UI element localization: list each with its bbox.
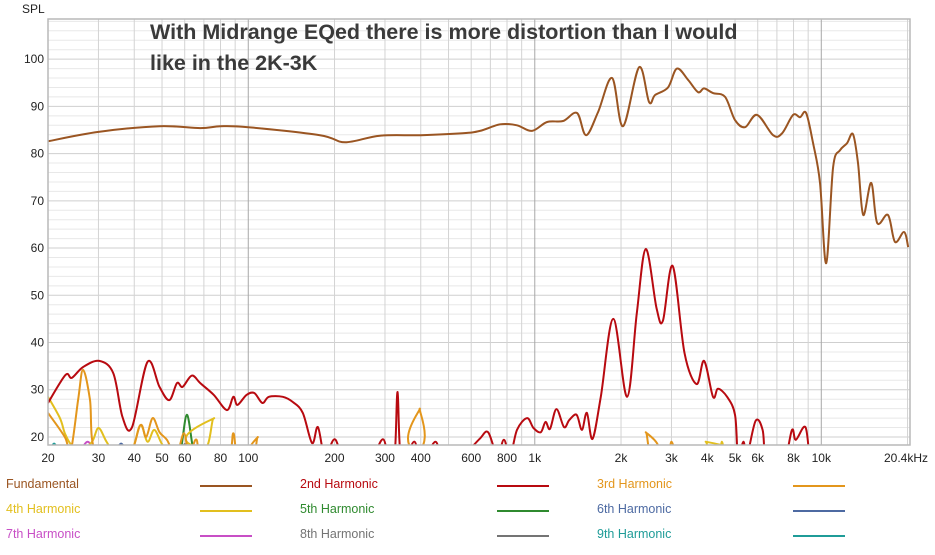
y-tick-label: 50 [31, 288, 45, 302]
y-tick-label: 60 [31, 241, 45, 255]
x-tick-label: 60 [178, 451, 192, 465]
x-tick-label: 80 [214, 451, 228, 465]
series-2nd-harmonic [48, 247, 810, 445]
x-tick-label: 8k [787, 451, 801, 465]
legend-item-3rd-harmonic[interactable]: 3rd Harmonic [0, 474, 935, 496]
legend-label: 7th Harmonic [6, 527, 81, 541]
y-tick-label: 100 [24, 52, 44, 66]
legend-swatch [793, 510, 845, 512]
legend-swatch [497, 485, 549, 487]
series-fundamental [48, 66, 910, 265]
grid [48, 19, 910, 445]
x-tick-label: 4k [701, 451, 715, 465]
x-tick-label: 2k [615, 451, 629, 465]
x-tick-label: 1k [528, 451, 542, 465]
chart-title-line-2: like in the 2K-3K [150, 51, 318, 75]
legend-item-fundamental[interactable]: Fundamental [0, 474, 935, 496]
legend-swatch [497, 535, 549, 537]
y-tick-label: 30 [31, 383, 45, 397]
x-tick-label: 300 [375, 451, 395, 465]
legend-label: 8th Harmonic [300, 527, 375, 541]
chart-title-line-1: With Midrange EQed there is more distort… [150, 20, 738, 44]
legend-item-2nd-harmonic[interactable]: 2nd Harmonic [0, 474, 935, 496]
legend-swatch [497, 510, 549, 512]
series-5th-harmonic [180, 413, 194, 445]
x-tick-label: 40 [128, 451, 142, 465]
legend-swatch [200, 485, 252, 487]
y-tick-label: 70 [31, 194, 45, 208]
distortion-chart: 20 30 40 50 60 70 80 90 100 20 30 40 50 60 80 100 200 30… [22, 2, 928, 465]
legend-label: 4th Harmonic [6, 502, 81, 516]
legend-label: 5th Harmonic [300, 502, 375, 516]
plot-frame [47, 18, 911, 446]
y-tick-label: 20 [31, 430, 45, 444]
legend-swatch [200, 535, 252, 537]
x-tick-label: 20.4kHz [884, 451, 928, 465]
legend-item-9th-harmonic[interactable]: 9th Harmonic [0, 524, 935, 546]
series-8th-harmonic [182, 443, 187, 445]
y-axis-label: SPL [22, 2, 45, 16]
x-tick-label: 30 [92, 451, 106, 465]
legend-item-6th-harmonic[interactable]: 6th Harmonic [0, 499, 935, 521]
legend-label: 2nd Harmonic [300, 477, 378, 491]
y-tick-label: 80 [31, 147, 45, 161]
legend-label: 3rd Harmonic [597, 477, 673, 491]
series-curves [48, 66, 910, 445]
series-4th-harmonic [48, 396, 726, 445]
x-tick-label: 800 [497, 451, 517, 465]
x-tick-label: 20 [41, 451, 55, 465]
legend-item-5th-harmonic[interactable]: 5th Harmonic [0, 499, 935, 521]
x-axis-ticks: 20 30 40 50 60 80 100 200 300 400 600 800 1k 2k 3k 4k 5k… [41, 451, 928, 465]
x-tick-label: 200 [324, 451, 344, 465]
x-tick-label: 50 [155, 451, 169, 465]
y-tick-label: 90 [31, 99, 45, 113]
x-tick-label: 6k [751, 451, 765, 465]
y-tick-label: 40 [31, 336, 45, 350]
series-9th-harmonic [51, 442, 57, 445]
legend-swatch [200, 510, 252, 512]
x-tick-label: 400 [411, 451, 431, 465]
legend-label: 6th Harmonic [597, 502, 672, 516]
legend-item-4th-harmonic[interactable]: 4th Harmonic [0, 499, 935, 521]
x-tick-label: 10k [812, 451, 832, 465]
legend-swatch [793, 535, 845, 537]
legend-item-8th-harmonic[interactable]: 8th Harmonic [0, 524, 935, 546]
legend-label: Fundamental [6, 477, 79, 491]
series-6th-harmonic [118, 442, 124, 445]
x-tick-label: 600 [461, 451, 481, 465]
legend: Fundamental 2nd Harmonic 3rd Harmonic 4th H… [0, 474, 935, 554]
legend-swatch [793, 485, 845, 487]
y-axis-ticks: 20 30 40 50 60 70 80 90 100 [24, 52, 44, 444]
x-tick-label: 100 [238, 451, 258, 465]
series-7th-harmonic [82, 440, 93, 445]
x-tick-label: 3k [665, 451, 679, 465]
x-tick-label: 5k [729, 451, 743, 465]
legend-item-7th-harmonic[interactable]: 7th Harmonic [0, 524, 935, 546]
legend-label: 9th Harmonic [597, 527, 672, 541]
